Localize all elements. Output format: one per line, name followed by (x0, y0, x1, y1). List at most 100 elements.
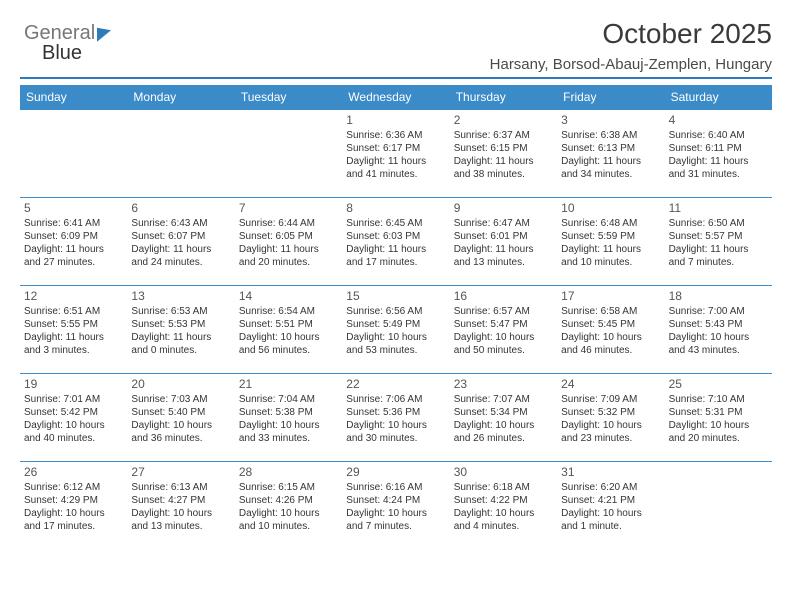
day-sunrise: Sunrise: 6:15 AM (239, 482, 338, 495)
day-sunrise: Sunrise: 6:38 AM (561, 130, 660, 143)
day-sunrise: Sunrise: 6:53 AM (131, 306, 230, 319)
weekday-header: Wednesday (342, 85, 449, 109)
brand-part2-wrap: Blue (42, 42, 82, 65)
day-sunrise: Sunrise: 6:41 AM (24, 218, 123, 231)
day-sunrise: Sunrise: 6:50 AM (669, 218, 768, 231)
weekday-header: Friday (557, 85, 664, 109)
calendar-day-cell: 29Sunrise: 6:16 AMSunset: 4:24 PMDayligh… (342, 461, 449, 549)
day-sunrise: Sunrise: 6:44 AM (239, 218, 338, 231)
day-day2: and 40 minutes. (24, 433, 123, 446)
day-number: 7 (239, 201, 338, 216)
day-day2: and 46 minutes. (561, 345, 660, 358)
day-day1: Daylight: 11 hours (131, 244, 230, 257)
day-number: 17 (561, 289, 660, 304)
calendar-blank-cell (20, 109, 127, 197)
day-sunrise: Sunrise: 6:45 AM (346, 218, 445, 231)
day-number: 23 (454, 377, 553, 392)
day-sunrise: Sunrise: 6:48 AM (561, 218, 660, 231)
day-sunset: Sunset: 5:31 PM (669, 407, 768, 420)
day-day2: and 1 minute. (561, 521, 660, 534)
day-number: 8 (346, 201, 445, 216)
weekday-header: Tuesday (235, 85, 342, 109)
day-number: 16 (454, 289, 553, 304)
day-day1: Daylight: 10 hours (454, 332, 553, 345)
day-sunset: Sunset: 5:42 PM (24, 407, 123, 420)
day-day2: and 23 minutes. (561, 433, 660, 446)
day-day2: and 4 minutes. (454, 521, 553, 534)
day-sunset: Sunset: 5:36 PM (346, 407, 445, 420)
calendar-day-cell: 19Sunrise: 7:01 AMSunset: 5:42 PMDayligh… (20, 373, 127, 461)
day-number: 26 (24, 465, 123, 480)
day-day2: and 10 minutes. (561, 257, 660, 270)
day-day1: Daylight: 10 hours (131, 508, 230, 521)
day-sunrise: Sunrise: 6:36 AM (346, 130, 445, 143)
calendar-day-cell: 25Sunrise: 7:10 AMSunset: 5:31 PMDayligh… (665, 373, 772, 461)
day-sunrise: Sunrise: 6:47 AM (454, 218, 553, 231)
day-number: 10 (561, 201, 660, 216)
calendar-day-cell: 1Sunrise: 6:36 AMSunset: 6:17 PMDaylight… (342, 109, 449, 197)
day-sunset: Sunset: 5:32 PM (561, 407, 660, 420)
day-sunset: Sunset: 5:55 PM (24, 319, 123, 332)
calendar-day-cell: 23Sunrise: 7:07 AMSunset: 5:34 PMDayligh… (450, 373, 557, 461)
calendar-day-cell: 10Sunrise: 6:48 AMSunset: 5:59 PMDayligh… (557, 197, 664, 285)
calendar-day-cell: 18 Sunrise: 7:00 AMSunset: 5:43 PMDayligh… (665, 285, 772, 373)
weekday-header: Saturday (665, 85, 772, 109)
day-sunrise: Sunrise: 7:03 AM (131, 394, 230, 407)
day-sunrise: Sunrise: 6:16 AM (346, 482, 445, 495)
day-day2: and 13 minutes. (131, 521, 230, 534)
day-day1: Daylight: 11 hours (561, 156, 660, 169)
day-day2: and 53 minutes. (346, 345, 445, 358)
calendar-day-cell: 27Sunrise: 6:13 AMSunset: 4:27 PMDayligh… (127, 461, 234, 549)
calendar-day-cell: 3Sunrise: 6:38 AMSunset: 6:13 PMDaylight… (557, 109, 664, 197)
day-sunrise: Sunrise: 7:00 AM (669, 306, 768, 319)
day-day2: and 26 minutes. (454, 433, 553, 446)
day-sunrise: Sunrise: 6:58 AM (561, 306, 660, 319)
day-sunset: Sunset: 5:49 PM (346, 319, 445, 332)
calendar-day-cell: 17Sunrise: 6:58 AMSunset: 5:45 PMDayligh… (557, 285, 664, 373)
day-day2: and 34 minutes. (561, 169, 660, 182)
calendar-day-cell: 9Sunrise: 6:47 AMSunset: 6:01 PMDaylight… (450, 197, 557, 285)
calendar-day-cell: 15Sunrise: 6:56 AMSunset: 5:49 PMDayligh… (342, 285, 449, 373)
day-number: 28 (239, 465, 338, 480)
day-day1: Daylight: 11 hours (454, 156, 553, 169)
day-sunrise: Sunrise: 6:37 AM (454, 130, 553, 143)
day-sunset: Sunset: 5:38 PM (239, 407, 338, 420)
calendar-grid: SundayMondayTuesdayWednesdayThursdayFrid… (20, 85, 772, 549)
day-sunrise: Sunrise: 7:09 AM (561, 394, 660, 407)
day-sunset: Sunset: 5:43 PM (669, 319, 768, 332)
day-day1: Daylight: 10 hours (239, 332, 338, 345)
day-day1: Daylight: 11 hours (131, 332, 230, 345)
day-day1: Daylight: 11 hours (346, 244, 445, 257)
day-day1: Daylight: 10 hours (454, 420, 553, 433)
day-day1: Daylight: 10 hours (561, 332, 660, 345)
calendar-day-cell: 24Sunrise: 7:09 AMSunset: 5:32 PMDayligh… (557, 373, 664, 461)
weekday-header: Monday (127, 85, 234, 109)
day-sunset: Sunset: 4:26 PM (239, 495, 338, 508)
day-sunset: Sunset: 6:05 PM (239, 231, 338, 244)
day-sunrise: Sunrise: 6:40 AM (669, 130, 768, 143)
day-day2: and 13 minutes. (454, 257, 553, 270)
day-day1: Daylight: 10 hours (131, 420, 230, 433)
day-sunset: Sunset: 6:13 PM (561, 143, 660, 156)
calendar-day-cell: 2Sunrise: 6:37 AMSunset: 6:15 PMDaylight… (450, 109, 557, 197)
day-sunrise: Sunrise: 6:12 AM (24, 482, 123, 495)
day-day2: and 24 minutes. (131, 257, 230, 270)
calendar-day-cell: 20Sunrise: 7:03 AMSunset: 5:40 PMDayligh… (127, 373, 234, 461)
day-sunrise: Sunrise: 7:07 AM (454, 394, 553, 407)
day-number: 18 (669, 289, 768, 304)
day-day1: Daylight: 10 hours (24, 420, 123, 433)
day-sunset: Sunset: 5:40 PM (131, 407, 230, 420)
day-number: 30 (454, 465, 553, 480)
day-number: 4 (669, 113, 768, 128)
brand-triangle-icon (97, 26, 111, 41)
day-day2: and 7 minutes. (669, 257, 768, 270)
day-day1: Daylight: 11 hours (24, 244, 123, 257)
day-day1: Daylight: 10 hours (24, 508, 123, 521)
day-day1: Daylight: 10 hours (239, 508, 338, 521)
day-day2: and 36 minutes. (131, 433, 230, 446)
day-day1: Daylight: 10 hours (561, 508, 660, 521)
day-number: 24 (561, 377, 660, 392)
page-title: October 2025 (20, 18, 772, 50)
day-day1: Daylight: 11 hours (669, 244, 768, 257)
day-day1: Daylight: 10 hours (669, 332, 768, 345)
